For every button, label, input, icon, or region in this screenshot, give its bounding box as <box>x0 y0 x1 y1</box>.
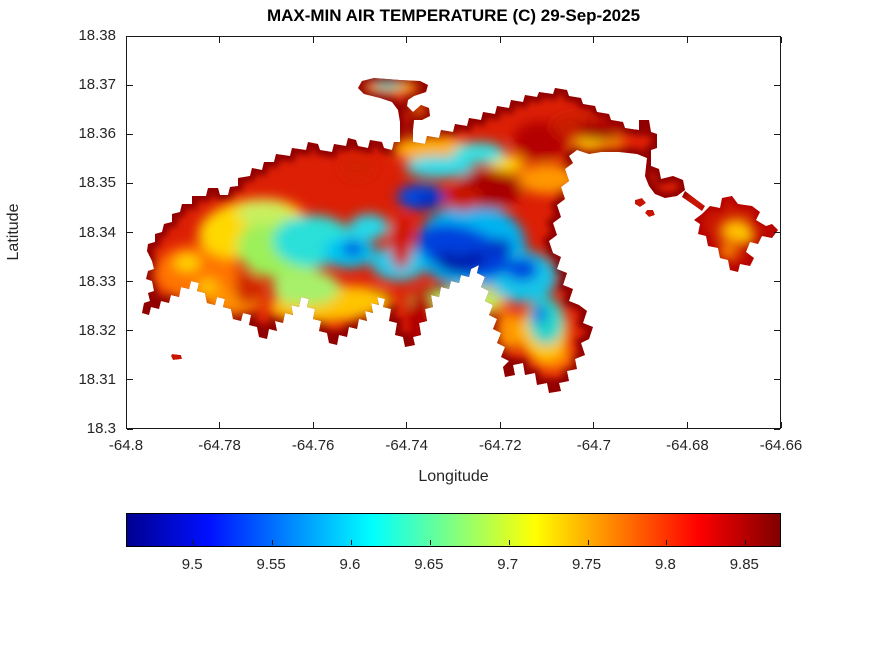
x-tick <box>219 422 221 428</box>
colorbar-tick <box>587 540 589 545</box>
colorbar-tick <box>350 540 352 545</box>
x-tick-label: -64.66 <box>759 437 803 454</box>
y-tick <box>127 281 133 283</box>
y-tick <box>127 35 133 37</box>
x-tick <box>499 422 501 428</box>
colorbar-tick-label: 9.6 <box>339 556 361 573</box>
y-tick-label: 18.31 <box>78 370 116 388</box>
y-tick-label: 18.34 <box>78 223 116 241</box>
y-tick-label: 18.35 <box>78 174 116 192</box>
y-tick <box>127 379 133 381</box>
y-tick <box>127 428 133 430</box>
x-tick-label: -64.68 <box>666 437 709 454</box>
x-tick-top <box>406 37 408 43</box>
colorbar-tick-label: 9.8 <box>654 556 676 573</box>
y-tick-right <box>774 35 780 37</box>
x-axis-label: Longitude <box>418 468 489 485</box>
x-tick <box>780 422 782 428</box>
y-tick <box>127 84 133 86</box>
y-tick <box>127 133 133 135</box>
y-tick-label: 18.37 <box>78 76 116 94</box>
y-tick-right <box>774 133 780 135</box>
plot-area <box>126 36 781 429</box>
y-axis-label: Latitude <box>5 203 22 261</box>
x-tick-top <box>593 37 595 43</box>
colorbar-tick-label: 9.5 <box>181 556 203 573</box>
y-tick-right <box>774 84 780 86</box>
x-tick <box>312 422 314 428</box>
y-tick <box>127 232 133 233</box>
x-tick-label: -64.72 <box>479 437 522 454</box>
y-tick-label: 18.32 <box>78 321 116 339</box>
x-tick-top <box>219 37 221 43</box>
temperature-heatmap-island <box>142 78 778 393</box>
colorbar-tick-label: 9.75 <box>571 556 602 573</box>
x-tick-label: -64.78 <box>198 437 241 454</box>
x-tick <box>125 422 127 428</box>
y-tick-right <box>774 281 780 283</box>
y-tick-right <box>774 330 780 332</box>
y-tick-label: 18.38 <box>78 27 116 44</box>
colorbar <box>126 513 781 547</box>
y-tick-label: 18.33 <box>78 272 116 290</box>
y-tick <box>127 330 133 332</box>
x-tick <box>593 422 595 428</box>
colorbar-tick-label: 9.7 <box>497 556 519 573</box>
colorbar-tick <box>272 540 274 545</box>
x-tick-label: -64.74 <box>385 437 428 454</box>
x-tick-label: -64.7 <box>576 437 611 454</box>
y-tick-right <box>774 182 780 184</box>
y-tick <box>127 182 133 184</box>
x-tick-top <box>499 37 501 43</box>
colorbar-tick-label: 9.65 <box>414 556 444 573</box>
x-tick-top <box>780 37 782 43</box>
x-tick-top <box>312 37 314 43</box>
colorbar-tick <box>429 540 431 545</box>
chart-title: MAX-MIN AIR TEMPERATURE (C) 29-Sep-2025 <box>266 6 641 25</box>
colorbar-tick-label: 9.85 <box>729 556 759 573</box>
colorbar-tick <box>666 540 668 545</box>
colorbar-tick <box>508 540 510 545</box>
colorbar-tick <box>745 540 747 545</box>
x-tick <box>406 422 408 428</box>
x-tick-top <box>125 37 127 43</box>
colorbar-tick <box>193 540 195 545</box>
y-tick-label: 18.3 <box>86 420 116 437</box>
y-tick-right <box>774 428 780 430</box>
x-tick-top <box>686 37 688 43</box>
x-tick <box>686 422 688 428</box>
colorbar-tick-label: 9.55 <box>256 556 286 573</box>
y-tick-right <box>774 232 780 233</box>
y-tick-label: 18.36 <box>78 125 116 143</box>
x-tick-label: -64.8 <box>108 437 144 454</box>
y-tick-right <box>774 379 780 381</box>
x-tick-label: -64.76 <box>291 437 335 454</box>
